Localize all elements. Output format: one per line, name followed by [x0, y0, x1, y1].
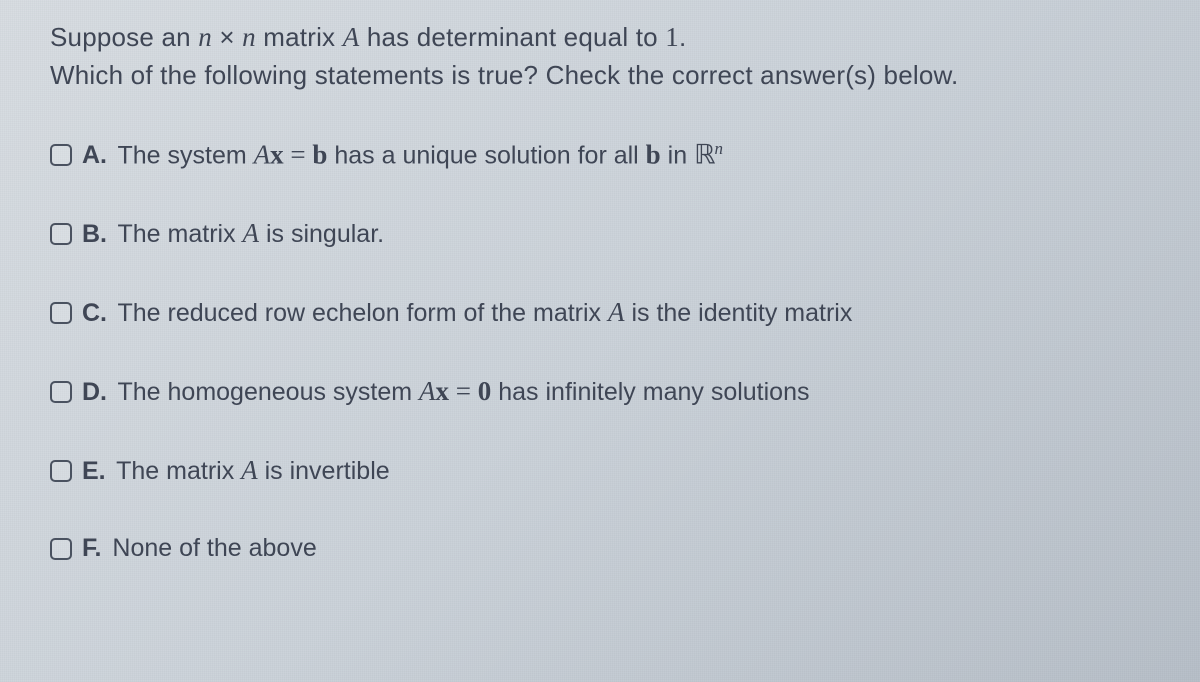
option-text: None of the above [105, 534, 316, 562]
math-b: b [646, 139, 661, 169]
option-letter: F. [82, 534, 101, 562]
math-x: x [270, 139, 284, 169]
option-text: The matrix [111, 220, 243, 248]
option-e-text: E. The matrix A is invertible [82, 455, 390, 486]
math-A: A [608, 297, 625, 327]
option-d[interactable]: D. The homogeneous system Ax = 0 has inf… [50, 376, 1150, 407]
checkbox-d[interactable] [50, 381, 72, 403]
option-letter: C. [82, 299, 107, 327]
option-text: has a unique solution for all [327, 141, 645, 169]
math-A: A [343, 22, 360, 52]
prompt-text: has determinant equal to [359, 22, 665, 52]
option-c-text: C. The reduced row echelon form of the m… [82, 297, 852, 328]
option-text: The homogeneous system [111, 378, 419, 406]
option-letter: E. [82, 457, 106, 485]
option-text: The reduced row echelon form of the matr… [111, 299, 608, 327]
math-n: n [242, 22, 256, 52]
prompt-text: Suppose an [50, 22, 198, 52]
question-block: Suppose an n × n matrix A has determinan… [50, 18, 1150, 563]
option-letter: D. [82, 378, 107, 406]
option-e[interactable]: E. The matrix A is invertible [50, 455, 1150, 486]
option-a[interactable]: A. The system Ax = b has a unique soluti… [50, 139, 1150, 170]
option-text: has infinitely many solutions [491, 378, 809, 406]
option-f-text: F. None of the above [82, 534, 317, 563]
math-eq: = [449, 376, 478, 406]
option-b-text: B. The matrix A is singular. [82, 218, 384, 249]
checkbox-f[interactable] [50, 538, 72, 560]
prompt-text: . [679, 22, 686, 52]
option-text: The matrix [110, 457, 242, 485]
math-1: 1 [665, 22, 679, 52]
option-c[interactable]: C. The reduced row echelon form of the m… [50, 297, 1150, 328]
prompt-text: × [212, 22, 242, 52]
math-A: A [243, 218, 260, 248]
option-letter: B. [82, 220, 107, 248]
math-n: n [198, 22, 212, 52]
checkbox-b[interactable] [50, 223, 72, 245]
option-b[interactable]: B. The matrix A is singular. [50, 218, 1150, 249]
math-x: x [436, 376, 450, 406]
math-exp-n: n [714, 139, 723, 158]
option-text: is singular. [259, 220, 384, 248]
prompt-line-2: Which of the following statements is tru… [50, 57, 1150, 95]
option-letter: A. [82, 141, 107, 169]
math-b: b [312, 139, 327, 169]
option-text: is invertible [258, 457, 390, 485]
option-text: is the identity matrix [625, 299, 853, 327]
math-A: A [254, 139, 271, 169]
option-text: in [661, 141, 694, 169]
checkbox-a[interactable] [50, 144, 72, 166]
math-R: ℝ [694, 139, 714, 169]
math-A: A [241, 455, 258, 485]
option-f[interactable]: F. None of the above [50, 534, 1150, 563]
option-text: The system [111, 141, 254, 169]
checkbox-c[interactable] [50, 302, 72, 324]
checkbox-e[interactable] [50, 460, 72, 482]
math-A: A [419, 376, 436, 406]
option-a-text: A. The system Ax = b has a unique soluti… [82, 139, 723, 170]
options-list: A. The system Ax = b has a unique soluti… [50, 139, 1150, 563]
math-eq: = [284, 139, 313, 169]
prompt-text: matrix [256, 22, 343, 52]
prompt-line-1: Suppose an n × n matrix A has determinan… [50, 18, 1150, 57]
option-d-text: D. The homogeneous system Ax = 0 has inf… [82, 376, 810, 407]
prompt-text: Which of the following statements is tru… [50, 60, 958, 90]
math-0: 0 [478, 376, 492, 406]
